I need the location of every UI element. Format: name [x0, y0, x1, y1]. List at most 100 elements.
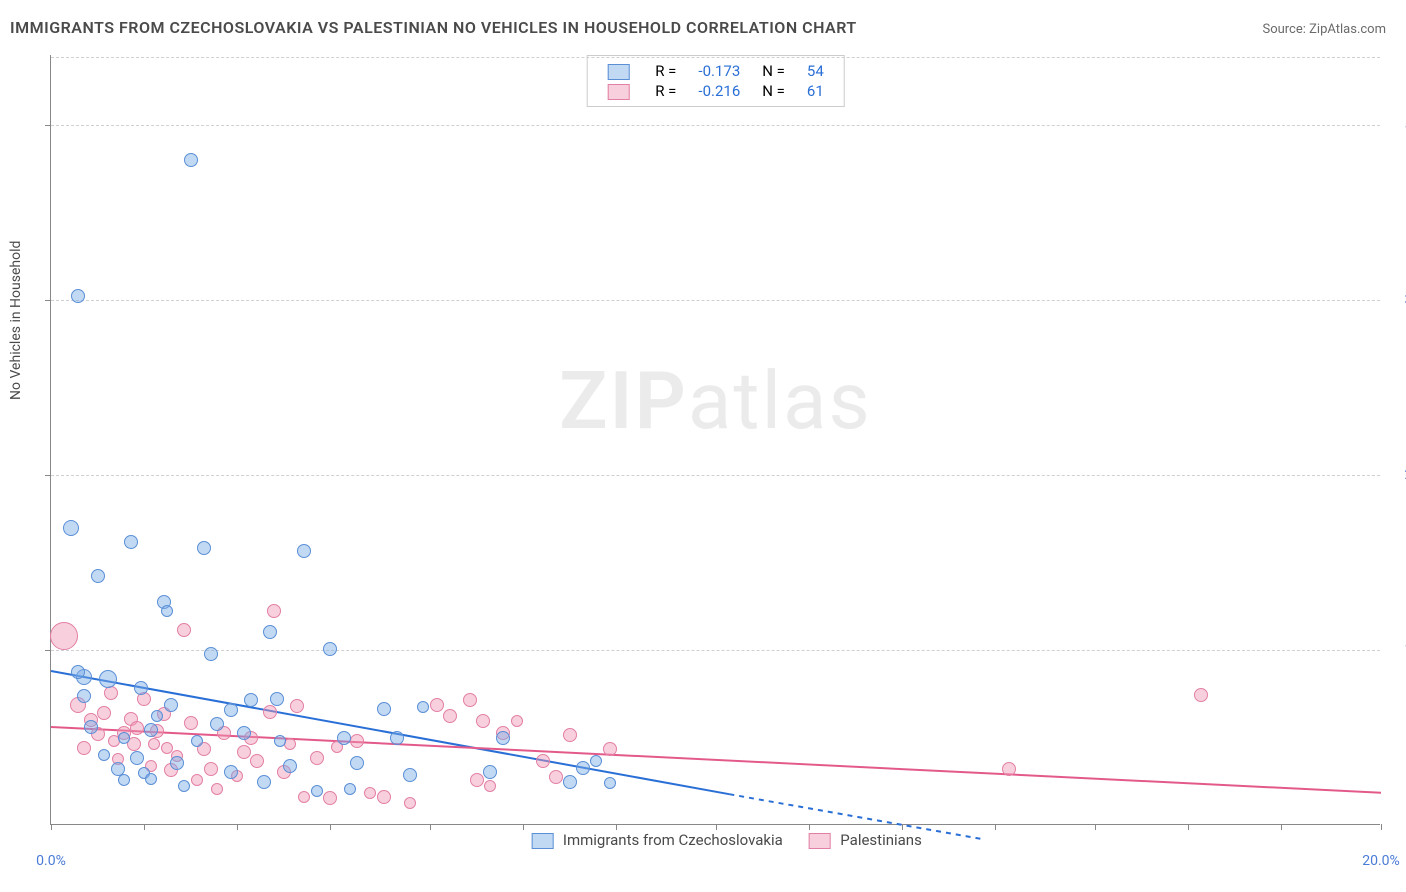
data-point — [161, 605, 173, 617]
data-point — [283, 759, 297, 773]
data-point — [97, 706, 111, 720]
data-point — [350, 756, 364, 770]
data-point — [244, 693, 258, 707]
data-point — [224, 765, 238, 779]
data-point — [104, 686, 118, 700]
xtick — [144, 824, 145, 830]
data-point — [177, 623, 191, 637]
data-point — [118, 774, 130, 786]
data-point — [84, 720, 98, 734]
swatch-series1-bottom — [531, 833, 553, 849]
data-point — [563, 775, 577, 789]
data-point — [390, 731, 404, 745]
data-point — [211, 783, 223, 795]
series1-name: Immigrants from Czechoslovakia — [563, 831, 783, 849]
data-point — [144, 723, 158, 737]
data-point — [443, 709, 457, 723]
data-point — [50, 622, 78, 650]
gridline — [51, 650, 1380, 651]
ytick-label: 37.5% — [1387, 292, 1406, 308]
data-point — [417, 701, 429, 713]
data-point — [77, 741, 91, 755]
data-point — [484, 780, 496, 792]
source-text: Source: ZipAtlas.com — [1262, 22, 1386, 37]
xtick — [523, 824, 524, 830]
data-point — [290, 699, 304, 713]
data-point — [263, 705, 277, 719]
series2-name: Palestinians — [840, 831, 922, 849]
data-point — [463, 693, 477, 707]
data-point — [364, 787, 376, 799]
xtick — [1188, 824, 1189, 830]
xtick — [237, 824, 238, 830]
trend-lines-layer — [51, 55, 1380, 824]
data-point — [483, 765, 497, 779]
ytick-label: 12.5% — [1387, 642, 1406, 658]
data-point — [145, 773, 157, 785]
data-point — [237, 745, 251, 759]
chart-title: IMMIGRANTS FROM CZECHOSLOVAKIA VS PALEST… — [10, 18, 857, 37]
data-point — [337, 731, 351, 745]
ytick-label: 25.0% — [1387, 467, 1406, 483]
data-point — [210, 717, 224, 731]
data-point — [224, 703, 238, 717]
gridline — [51, 300, 1380, 301]
data-point — [151, 710, 163, 722]
data-point — [267, 604, 281, 618]
xtick — [1095, 824, 1096, 830]
data-point — [549, 770, 563, 784]
data-point — [1194, 688, 1208, 702]
data-point — [257, 775, 271, 789]
data-point — [178, 780, 190, 792]
xtick — [809, 824, 810, 830]
data-point — [91, 569, 105, 583]
data-point — [270, 692, 284, 706]
data-point — [590, 755, 602, 767]
xtick — [616, 824, 617, 830]
ytick — [45, 650, 51, 651]
data-point — [1002, 762, 1016, 776]
data-point — [563, 728, 577, 742]
data-point — [130, 751, 144, 765]
data-point — [148, 738, 160, 750]
xtick-label: 0.0% — [36, 853, 66, 869]
data-point — [344, 783, 356, 795]
data-point — [311, 785, 323, 797]
data-point — [204, 647, 218, 661]
ytick — [45, 125, 51, 126]
data-point — [71, 665, 85, 679]
y-axis-label: No Vehicles in Household — [8, 241, 24, 400]
data-point — [536, 754, 550, 768]
ytick — [45, 300, 51, 301]
xtick — [430, 824, 431, 830]
data-point — [170, 756, 184, 770]
data-point — [130, 721, 144, 735]
data-point — [191, 774, 203, 786]
data-point — [377, 790, 391, 804]
data-point — [250, 754, 264, 768]
plot-area: ZIPatlas R = -0.173 N = 54 R = -0.216 N … — [50, 55, 1380, 825]
data-point — [184, 153, 198, 167]
data-point — [496, 731, 510, 745]
data-point — [98, 749, 110, 761]
xtick — [902, 824, 903, 830]
data-point — [237, 726, 251, 740]
series-legend: Immigrants from Czechoslovakia Palestini… — [509, 831, 922, 849]
data-point — [204, 762, 218, 776]
data-point — [323, 642, 337, 656]
data-point — [99, 670, 117, 688]
data-point — [323, 791, 337, 805]
xtick — [330, 824, 331, 830]
xtick — [995, 824, 996, 830]
data-point — [124, 535, 138, 549]
xtick-label: 20.0% — [1362, 853, 1400, 869]
data-point — [197, 541, 211, 555]
swatch-series2-bottom — [809, 833, 831, 849]
data-point — [263, 625, 277, 639]
data-point — [350, 734, 364, 748]
data-point — [377, 702, 391, 716]
data-point — [134, 681, 148, 695]
data-point — [298, 791, 310, 803]
data-point — [404, 797, 416, 809]
xtick — [1381, 824, 1382, 830]
